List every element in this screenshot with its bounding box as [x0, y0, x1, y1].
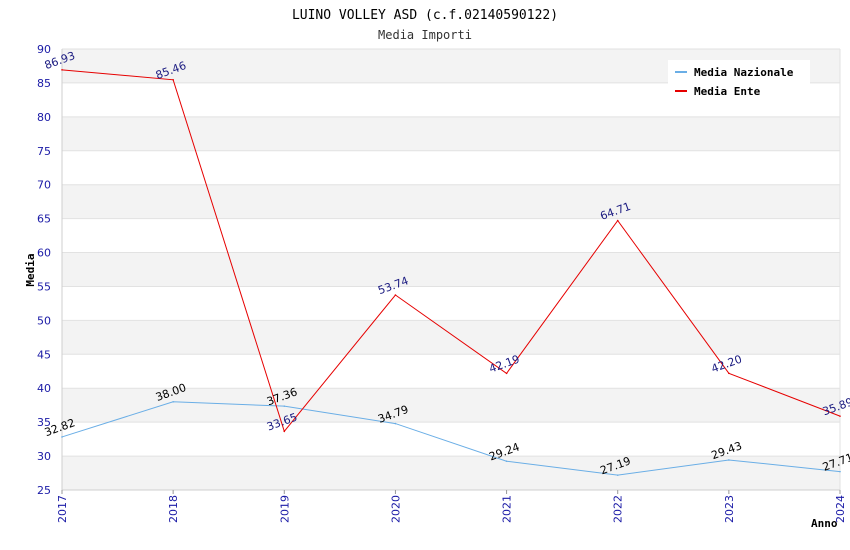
x-tick-label: 2022: [612, 495, 625, 523]
data-point: [505, 460, 508, 463]
series-line: [61, 401, 841, 476]
data-point: [616, 219, 619, 222]
y-tick-label: 75: [37, 145, 51, 158]
x-tick-label: 2017: [56, 495, 69, 523]
y-tick-label: 35: [37, 416, 51, 429]
data-point: [172, 79, 174, 81]
y-tick-label: 90: [37, 43, 51, 56]
grid-band: [62, 388, 840, 423]
y-tick-label: 55: [37, 280, 51, 293]
grid-band: [62, 320, 840, 355]
series-line: [61, 69, 841, 433]
legend-label: Media Ente: [694, 85, 761, 98]
y-tick-label: 45: [37, 348, 51, 361]
data-point: [839, 470, 841, 473]
y-tick-label: 50: [37, 314, 51, 327]
legend-box: [668, 60, 810, 102]
y-tick-label: 60: [37, 247, 51, 260]
data-point: [839, 415, 841, 417]
grid-band: [62, 252, 840, 287]
x-tick-label: 2024: [834, 495, 847, 523]
data-point: [61, 436, 63, 438]
y-tick-label: 65: [37, 213, 51, 226]
grid-band: [62, 456, 840, 490]
data-label: 42.20: [710, 353, 744, 376]
data-point: [283, 430, 286, 433]
x-axis-label: Anno: [811, 517, 838, 530]
y-tick-label: 85: [37, 77, 51, 90]
y-tick-label: 40: [37, 382, 51, 395]
data-point: [505, 372, 508, 375]
grid-band: [62, 116, 840, 151]
y-tick-label: 30: [37, 450, 51, 463]
data-point: [61, 69, 63, 71]
data-point: [728, 459, 730, 461]
data-point: [728, 372, 730, 375]
series-lines: [61, 69, 841, 476]
x-axis-ticks: 2017 2018 2019 2020 2021 2022 2023 2024: [56, 490, 847, 523]
y-axis-label: Media: [24, 253, 37, 286]
grid-band: [62, 184, 840, 219]
grid-bands: [62, 49, 840, 490]
data-point: [283, 405, 286, 407]
x-tick-label: 2021: [501, 495, 514, 523]
data-point: [172, 401, 174, 403]
legend-label: Media Nazionale: [694, 66, 794, 79]
data-point: [394, 294, 397, 296]
data-point: [616, 474, 619, 476]
y-tick-label: 80: [37, 111, 51, 124]
x-tick-label: 2023: [723, 495, 736, 523]
x-tick-label: 2019: [278, 495, 291, 523]
y-tick-label: 70: [37, 179, 51, 192]
y-tick-label: 25: [37, 484, 51, 497]
x-tick-label: 2018: [167, 495, 180, 523]
x-tick-label: 2020: [389, 495, 402, 523]
legend: Media Nazionale Media Ente: [668, 60, 810, 102]
data-point: [394, 422, 397, 425]
y-axis-ticks: 25 30 35 40 45 50 55 60 65 70 75 80 85 90: [37, 43, 51, 497]
chart-title: LUINO VOLLEY ASD (c.f.02140590122): [292, 8, 558, 23]
chart-subtitle: Media Importi: [378, 28, 472, 42]
